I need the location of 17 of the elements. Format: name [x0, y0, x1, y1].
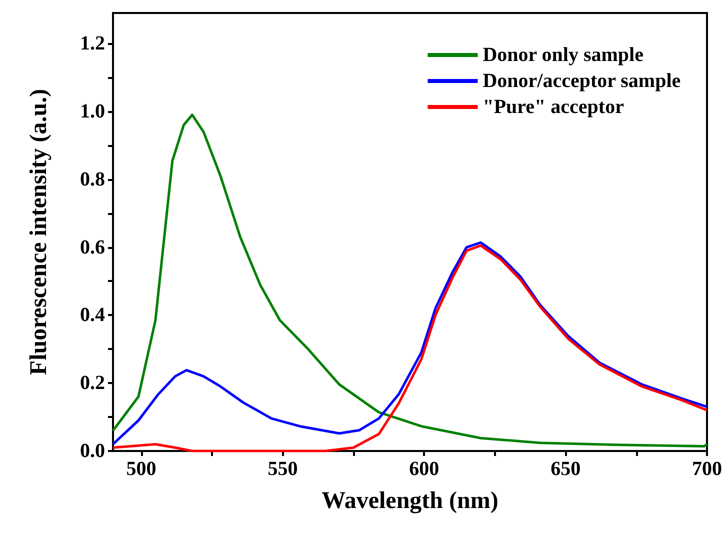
- y-axis-title: Fluorescence intensity (a.u.): [26, 88, 52, 376]
- legend-label: "Pure" acceptor: [482, 96, 624, 118]
- y-tick-label: 1.2: [80, 32, 105, 55]
- x-tick-label: 500: [126, 458, 156, 480]
- text: 0.0: [80, 440, 105, 462]
- legend-label: Donor/acceptor sample: [482, 70, 681, 92]
- y-tick-label: 0.2: [80, 372, 105, 394]
- legend-label: Donor only sample: [482, 44, 644, 66]
- x-axis-title: Wavelength (nm): [322, 488, 498, 514]
- x-tick-label: 650: [550, 458, 581, 480]
- x-tick-label: 600: [409, 458, 440, 480]
- text: 1.0: [80, 100, 105, 122]
- x-tick-label: 550: [268, 458, 298, 480]
- y-tick-label: 0.4: [80, 304, 105, 326]
- y-tick-label: 0.8: [80, 168, 105, 190]
- x-tick-label: 700: [692, 458, 722, 480]
- y-tick-label: 0.6: [80, 236, 105, 258]
